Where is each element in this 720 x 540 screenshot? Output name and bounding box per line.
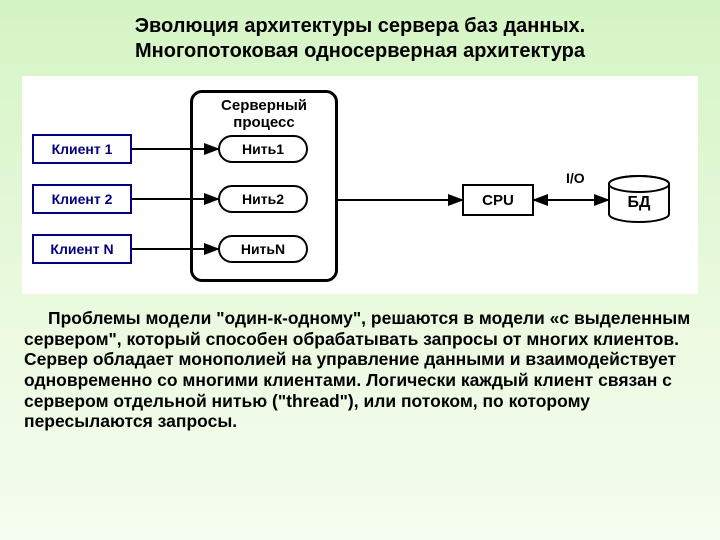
page-title: Эволюция архитектуры сервера баз данных.… <box>0 0 720 72</box>
architecture-diagram: Серверныйпроцесс Клиент 1 Клиент 2 Клиент … <box>22 76 698 294</box>
client-node-0: Клиент 1 <box>32 134 132 164</box>
title-line-2: Многопотоковая односерверная архитектура <box>135 40 585 62</box>
thread-node-2: НитьN <box>218 235 308 263</box>
thread-node-0: Нить1 <box>218 135 308 163</box>
io-label: I/O <box>566 170 585 186</box>
body-paragraph: Проблемы модели "один-к-одному", решаютс… <box>0 302 720 442</box>
title-line-1: Эволюция архитектуры сервера баз данных. <box>135 15 585 37</box>
db-cylinder: БД <box>608 176 670 239</box>
cpu-node: CPU <box>462 184 534 216</box>
svg-text:БД: БД <box>628 194 652 211</box>
thread-node-1: Нить2 <box>218 185 308 213</box>
client-node-1: Клиент 2 <box>32 184 132 214</box>
client-node-2: Клиент N <box>32 234 132 264</box>
server-label: Серверныйпроцесс <box>193 97 335 131</box>
